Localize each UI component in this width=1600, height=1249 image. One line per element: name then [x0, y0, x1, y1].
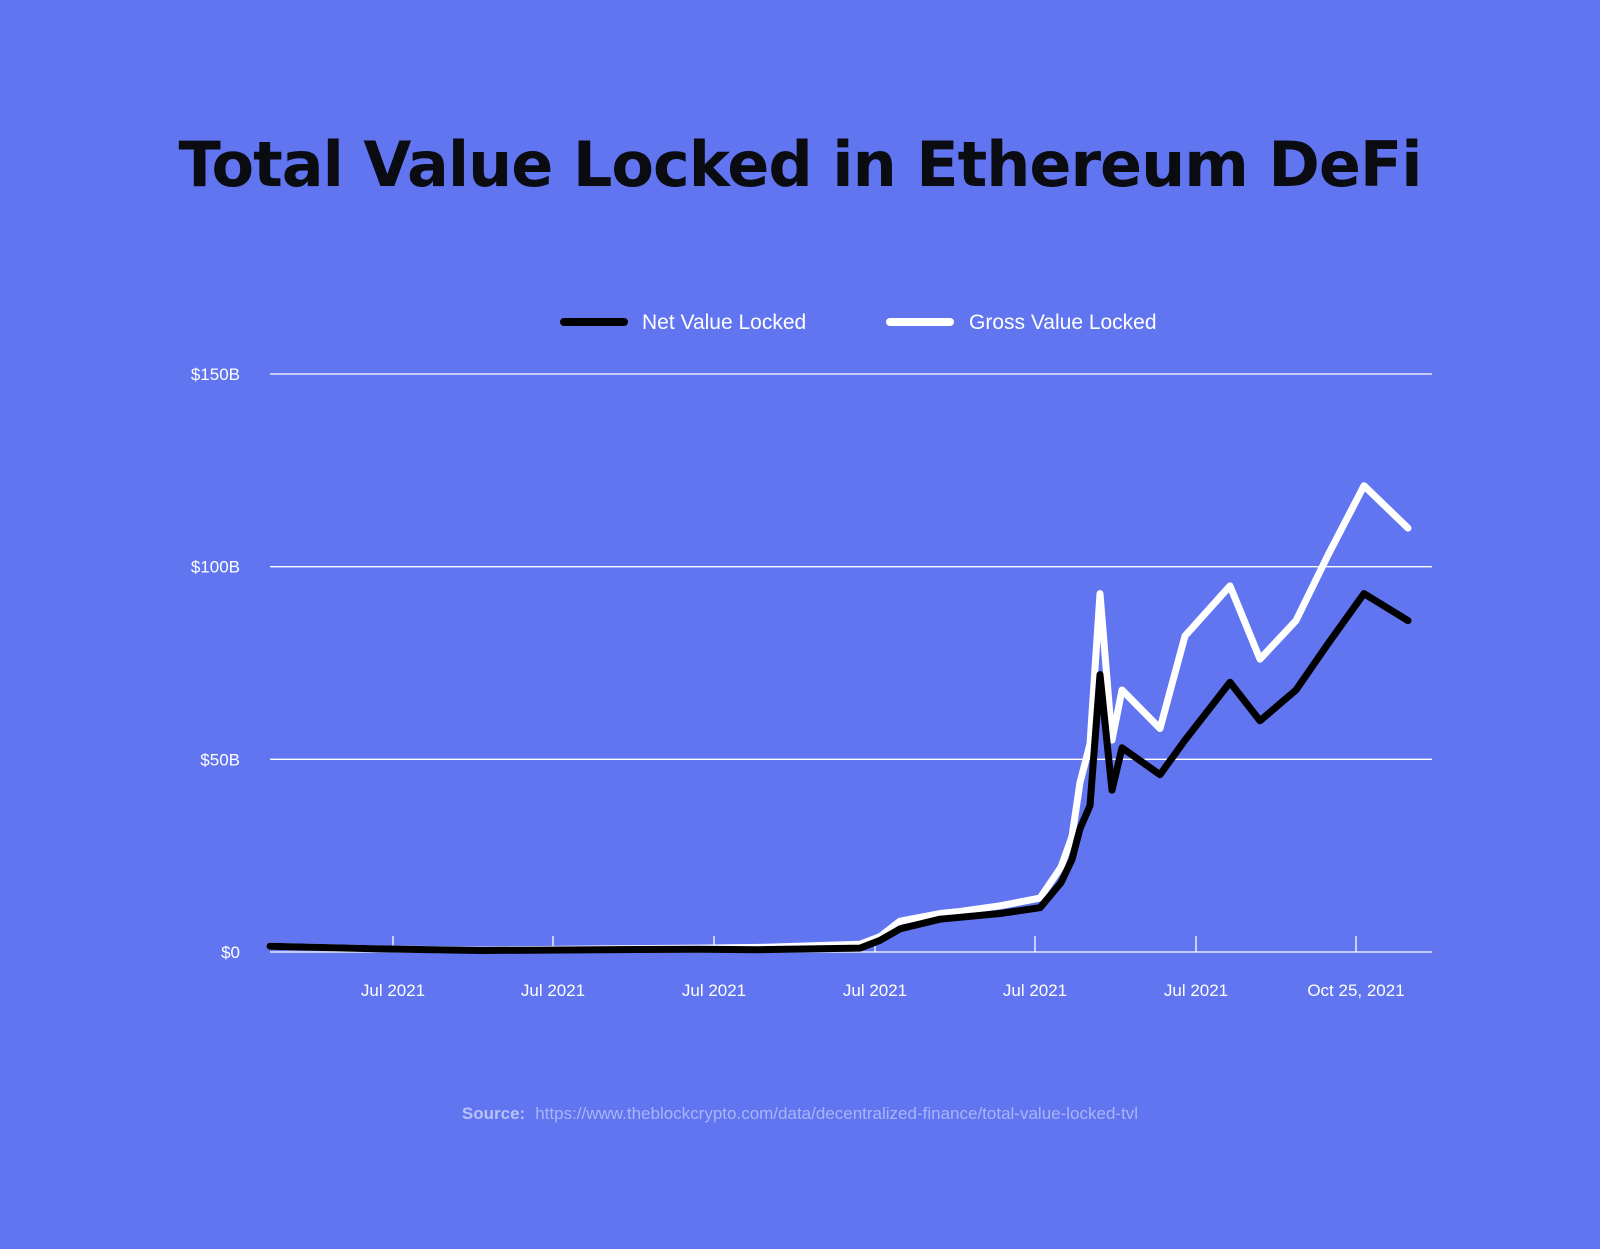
legend: Net Value Locked Gross Value Locked: [560, 311, 1157, 334]
y-axis: $0 $50B $100B $150B: [191, 365, 240, 962]
series-net-line: [266, 590, 1412, 954]
x-tick-label: Jul 2021: [843, 981, 907, 1000]
series-gross-line: [266, 482, 1412, 954]
x-axis: Jul 2021 Jul 2021 Jul 2021 Jul 2021 Jul 2021…: [361, 936, 1405, 1000]
y-tick-label: $50B: [200, 750, 240, 769]
x-tick-label: Jul 2021: [1003, 981, 1067, 1000]
x-tick-label: Jul 2021: [361, 981, 425, 1000]
source-note: Source: https://www.theblockcrypto.com/da…: [0, 1104, 1600, 1124]
grid: [270, 373, 1432, 953]
source-url: https://www.theblockcrypto.com/data/dece…: [535, 1104, 1139, 1123]
source-label: Source:: [461, 1104, 526, 1123]
y-tick-label: $100B: [191, 558, 240, 577]
x-tick-label: Jul 2021: [521, 981, 585, 1000]
chart-title: Total Value Locked in Ethereum DeFi: [178, 128, 1422, 201]
x-tick-label: Jul 2021: [682, 981, 746, 1000]
legend-net-label: Net Value Locked: [642, 311, 806, 334]
y-tick-label: $0: [221, 943, 240, 962]
series-group: [266, 482, 1412, 954]
x-tick-label: Jul 2021: [1164, 981, 1228, 1000]
y-tick-label: $150B: [191, 365, 240, 384]
legend-gross-label: Gross Value Locked: [969, 311, 1157, 334]
x-tick-label: Oct 25, 2021: [1307, 981, 1404, 1000]
